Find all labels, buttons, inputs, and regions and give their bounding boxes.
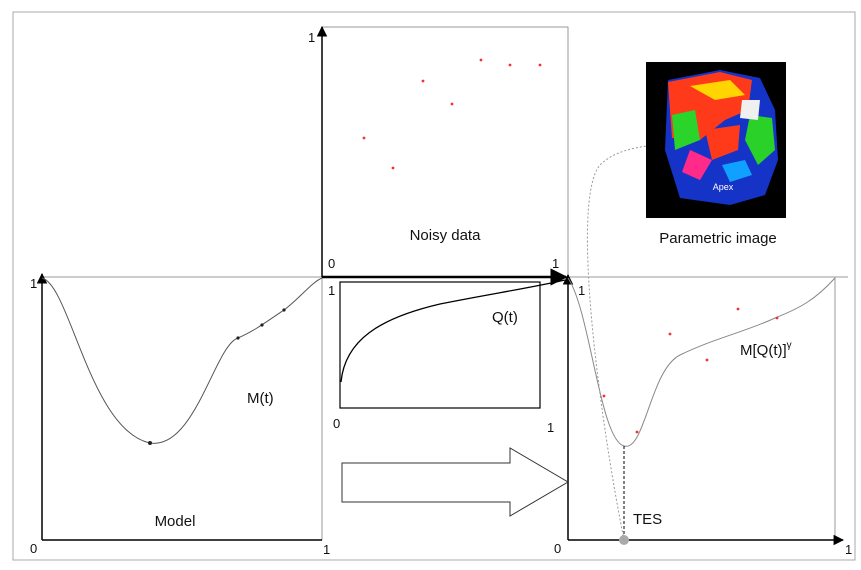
curve-label-superscript: γ xyxy=(787,340,792,351)
image-caption: Parametric image xyxy=(659,230,777,247)
model-points xyxy=(148,308,286,445)
result-points xyxy=(603,308,779,434)
curve-label: M(t) xyxy=(247,390,274,407)
curve-label: Q(t) xyxy=(492,309,518,326)
axis-label: 1 xyxy=(308,30,315,45)
page: Apex Parametric image 1 0 1 Model M(t) 1… xyxy=(0,0,861,570)
model-curve xyxy=(42,278,322,443)
axis-label: 0 xyxy=(328,256,335,271)
parametric-image xyxy=(646,62,786,218)
axis-label: 0 xyxy=(554,541,561,556)
axis-label: 1 xyxy=(547,420,554,435)
axis-label: 1 xyxy=(845,542,852,557)
axis-label: 1 xyxy=(30,276,37,291)
axis-label: 0 xyxy=(333,416,340,431)
diagram: Apex Parametric image 1 0 1 Model M(t) 1… xyxy=(0,0,861,570)
axis-label: 1 xyxy=(552,256,559,271)
result-curve xyxy=(568,278,835,446)
image-inner-label: Apex xyxy=(713,182,734,192)
axis-label: 1 xyxy=(323,542,330,557)
curve-label: M[Q(t)]γ xyxy=(740,340,792,359)
panel-title: Model xyxy=(155,513,196,530)
axis-label: 0 xyxy=(30,541,37,556)
q-curve xyxy=(341,280,565,382)
axis-label: 1 xyxy=(578,283,585,298)
noisy-points xyxy=(363,59,542,170)
panel-title: Noisy data xyxy=(410,227,482,244)
axis-label: 1 xyxy=(328,283,335,298)
flow-arrow xyxy=(342,448,568,516)
curve-label-main: M[Q(t)] xyxy=(740,342,787,359)
marker-label: TES xyxy=(633,511,662,528)
